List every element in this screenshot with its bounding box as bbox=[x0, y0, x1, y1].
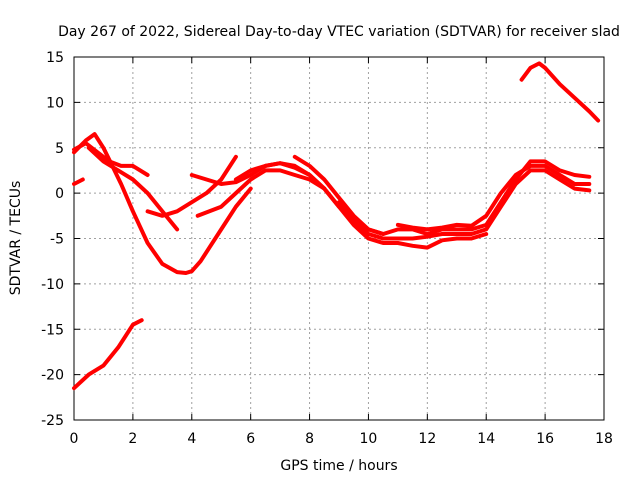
x-tick-label: 6 bbox=[246, 431, 255, 447]
y-tick-label: -20 bbox=[41, 368, 64, 384]
x-tick-label: 10 bbox=[360, 431, 378, 447]
x-axis-label: GPS time / hours bbox=[280, 458, 397, 474]
series-line-arc-d bbox=[72, 141, 150, 177]
x-tick-label: 4 bbox=[187, 431, 196, 447]
series-line-arc-e bbox=[86, 145, 180, 232]
series-line-arc-i bbox=[233, 161, 489, 250]
y-axis-label: SDTVAR / TECUs bbox=[8, 181, 24, 296]
grid-lines bbox=[74, 57, 604, 420]
x-tick-label: 2 bbox=[128, 431, 137, 447]
x-tick-label: 0 bbox=[70, 431, 79, 447]
x-tick-label: 18 bbox=[595, 431, 613, 447]
y-tick-label: -25 bbox=[41, 413, 64, 429]
y-tick-label: 0 bbox=[55, 186, 64, 202]
y-tick-label: 10 bbox=[46, 95, 64, 111]
x-tick-label: 14 bbox=[477, 431, 495, 447]
axis-ticks: 0 2 4 6 8 10 12 14 16 18 -25 -20 -15 -10 -5 0 5 10 15 bbox=[41, 50, 613, 447]
series-line-arc-k bbox=[337, 168, 592, 241]
series-line-arc-g bbox=[195, 168, 327, 218]
y-tick-label: -15 bbox=[41, 322, 64, 338]
x-tick-label: 12 bbox=[418, 431, 436, 447]
series-line-arc-a bbox=[72, 318, 144, 391]
series-line-arc-m bbox=[519, 61, 601, 123]
x-tick-label: 16 bbox=[536, 431, 554, 447]
y-tick-label: 5 bbox=[55, 141, 64, 157]
series-line-arc-f bbox=[145, 154, 238, 218]
y-tick-label: 15 bbox=[46, 50, 64, 66]
series-line-arc-l bbox=[395, 163, 592, 232]
data-series bbox=[72, 61, 601, 391]
series-line-arc-c bbox=[72, 132, 253, 275]
y-tick-label: -5 bbox=[50, 232, 64, 248]
chart-title: Day 267 of 2022, Sidereal Day-to-day VTE… bbox=[58, 24, 620, 40]
y-tick-label: -10 bbox=[41, 277, 64, 293]
series-line-arc-b bbox=[72, 177, 85, 186]
x-tick-label: 8 bbox=[305, 431, 314, 447]
